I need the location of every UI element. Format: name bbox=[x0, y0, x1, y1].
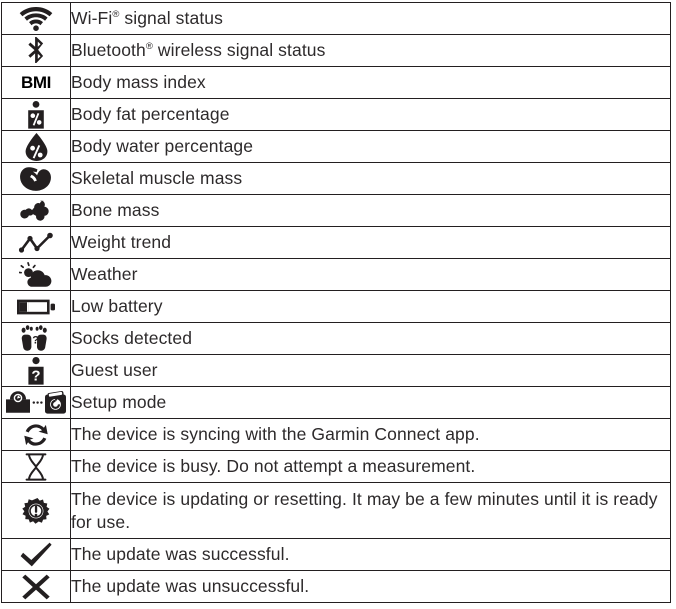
icon-cell bbox=[1, 570, 71, 603]
description-cell: Weather bbox=[70, 258, 671, 291]
description-cell: Bluetooth® wireless signal status bbox=[70, 34, 671, 67]
icon-cell bbox=[1, 450, 71, 483]
table-row: Skeletal muscle mass bbox=[1, 162, 671, 195]
icon-legend-table: Wi-Fi® signal status Bluetooth® wireless… bbox=[1, 2, 671, 603]
icon-cell bbox=[1, 194, 71, 227]
bluetooth-icon bbox=[2, 35, 70, 66]
icon-legend-body: Wi-Fi® signal status Bluetooth® wireless… bbox=[1, 2, 671, 603]
socks-detected-icon: ? bbox=[2, 323, 70, 354]
icon-cell bbox=[1, 130, 71, 163]
description-cell: Wi-Fi® signal status bbox=[70, 2, 671, 35]
icon-cell bbox=[1, 538, 71, 571]
icon-cell bbox=[1, 290, 71, 323]
icon-cell bbox=[1, 98, 71, 131]
icon-cell bbox=[1, 162, 71, 195]
registered-mark: ® bbox=[112, 9, 120, 21]
description-cell: Setup mode bbox=[70, 386, 671, 419]
icon-cell: BMI bbox=[1, 66, 71, 99]
table-row: The update was successful. bbox=[1, 538, 671, 571]
description-cell: The update was successful. bbox=[70, 538, 671, 571]
weight-trend-icon bbox=[2, 227, 70, 258]
table-row: ? Socks detected bbox=[1, 322, 671, 355]
phone-glyph bbox=[45, 390, 66, 414]
svg-text:?: ? bbox=[31, 367, 40, 384]
table-row: BMI Body mass index bbox=[1, 66, 671, 99]
description-cell: Skeletal muscle mass bbox=[70, 162, 671, 195]
bmi-icon: BMI bbox=[2, 67, 70, 98]
guest-user-icon: ? bbox=[2, 355, 70, 386]
table-row: Body fat percentage bbox=[1, 98, 671, 131]
description-suffix: wireless signal status bbox=[152, 40, 326, 61]
table-row: Setup mode bbox=[1, 386, 671, 419]
table-row: Bluetooth® wireless signal status bbox=[1, 34, 671, 67]
bone-mass-icon bbox=[2, 195, 70, 226]
description-cell: The device is syncing with the Garmin Co… bbox=[70, 418, 671, 451]
gear-alert-icon bbox=[2, 483, 70, 538]
hourglass-icon bbox=[2, 451, 70, 482]
description-cell: Guest user bbox=[70, 354, 671, 387]
svg-text:?: ? bbox=[32, 334, 39, 346]
icon-cell: ? bbox=[1, 354, 71, 387]
table-row: The update was unsuccessful. bbox=[1, 570, 671, 603]
registered-mark: ® bbox=[145, 41, 153, 53]
table-row: Bone mass bbox=[1, 194, 671, 227]
table-row: The device is updating or resetting. It … bbox=[1, 482, 671, 539]
table-row: ? Guest user bbox=[1, 354, 671, 387]
weather-icon bbox=[2, 259, 70, 290]
icon-cell bbox=[1, 226, 71, 259]
cross-icon bbox=[2, 571, 70, 602]
check-icon bbox=[2, 539, 70, 570]
connection-dots bbox=[32, 400, 43, 404]
icon-cell bbox=[1, 386, 71, 419]
body-water-percent-icon bbox=[2, 131, 70, 162]
description-cell: Body fat percentage bbox=[70, 98, 671, 131]
muscle-mass-icon bbox=[2, 163, 70, 194]
description-cell: Low battery bbox=[70, 290, 671, 323]
description-cell: The device is updating or resetting. It … bbox=[70, 482, 671, 539]
description-prefix: Wi-Fi bbox=[71, 8, 113, 29]
description-cell: The device is busy. Do not attempt a mea… bbox=[70, 450, 671, 483]
description-cell: Bone mass bbox=[70, 194, 671, 227]
icon-cell bbox=[1, 482, 71, 539]
table-row: Weight trend bbox=[1, 226, 671, 259]
table-row: Wi-Fi® signal status bbox=[1, 2, 671, 35]
icon-cell: ? bbox=[1, 322, 71, 355]
table-row: The device is syncing with the Garmin Co… bbox=[1, 418, 671, 451]
description-cell: The update was unsuccessful. bbox=[70, 570, 671, 603]
description-cell: Socks detected bbox=[70, 322, 671, 355]
description-cell: Body water percentage bbox=[70, 130, 671, 163]
bmi-icon-label: BMI bbox=[21, 72, 51, 92]
low-battery-icon bbox=[2, 291, 70, 322]
table-row: The device is busy. Do not attempt a mea… bbox=[1, 450, 671, 483]
scale-glyph bbox=[6, 390, 30, 413]
description-suffix: signal status bbox=[119, 8, 223, 29]
icon-cell bbox=[1, 258, 71, 291]
wifi-icon bbox=[2, 3, 70, 34]
description-prefix: Bluetooth bbox=[71, 40, 146, 61]
body-fat-percent-icon bbox=[2, 99, 70, 130]
icon-cell bbox=[1, 34, 71, 67]
setup-mode-icon bbox=[2, 387, 70, 418]
description-cell: Body mass index bbox=[70, 66, 671, 99]
description-cell: Weight trend bbox=[70, 226, 671, 259]
icon-cell bbox=[1, 2, 71, 35]
sync-icon bbox=[2, 419, 70, 450]
table-row: Low battery bbox=[1, 290, 671, 323]
table-row: Weather bbox=[1, 258, 671, 291]
table-row: Body water percentage bbox=[1, 130, 671, 163]
icon-cell bbox=[1, 418, 71, 451]
